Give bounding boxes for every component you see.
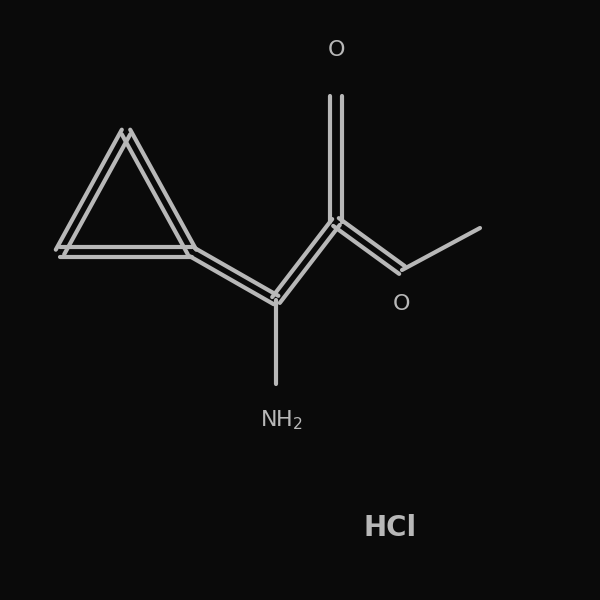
Text: O: O — [327, 40, 345, 60]
Text: NH$_2$: NH$_2$ — [260, 408, 304, 431]
Text: HCl: HCl — [364, 514, 416, 542]
Text: O: O — [393, 294, 411, 314]
